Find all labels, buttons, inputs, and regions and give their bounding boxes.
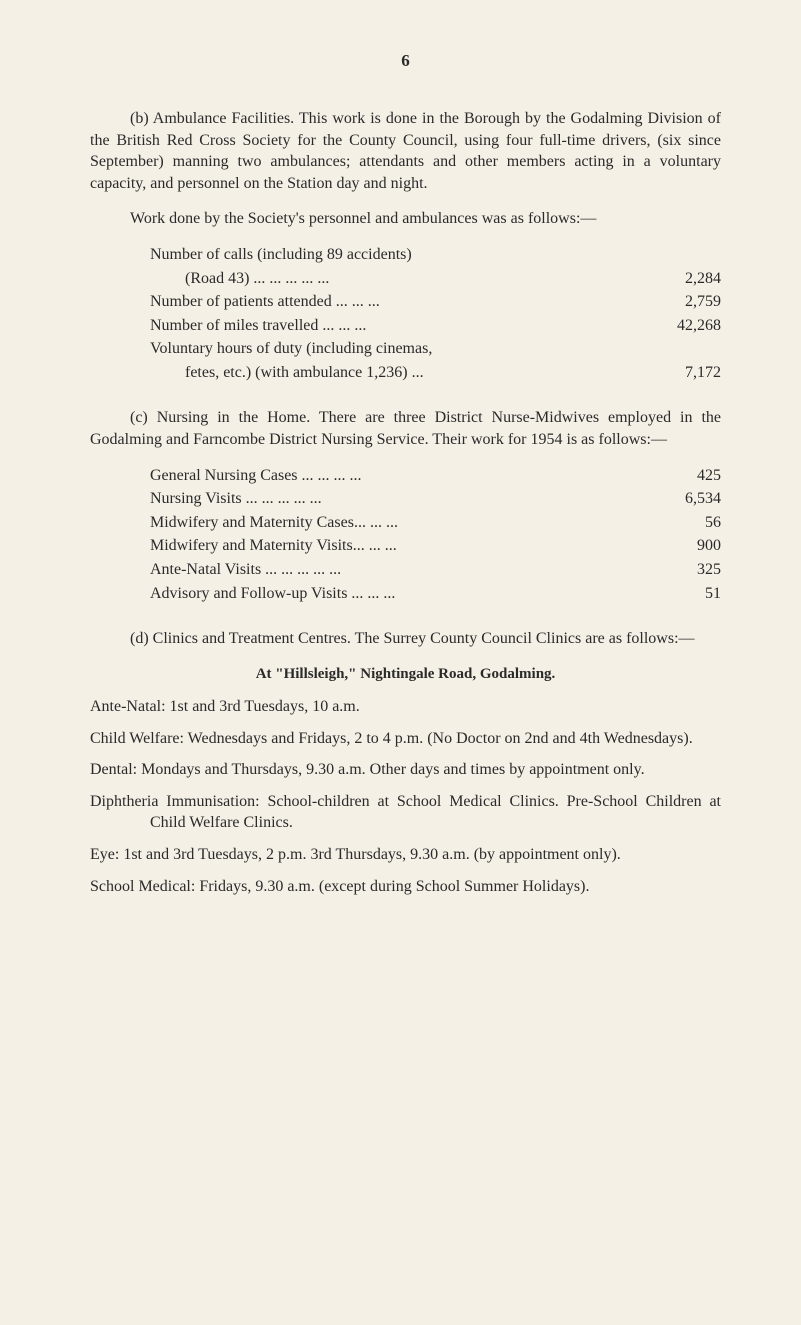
data-label: Number of patients attended ... ... ... [150, 291, 641, 313]
clinic-item: Ante-Natal: 1st and 3rd Tuesdays, 10 a.m… [90, 696, 721, 718]
data-value: 7,172 [651, 362, 721, 384]
clinic-item: Eye: 1st and 3rd Tuesdays, 2 p.m. 3rd Th… [90, 844, 721, 866]
section-d-para1: (d) Clinics and Treatment Centres. The S… [90, 628, 721, 650]
data-value [651, 244, 721, 266]
data-value: 42,268 [651, 315, 721, 337]
data-row: Number of miles travelled ... ... ... 42,… [90, 315, 721, 337]
section-c-para1: (c) Nursing in the Home. There are three… [90, 407, 721, 450]
data-row: fetes, etc.) (with ambulance 1,236) ... 7… [90, 362, 721, 384]
data-label: Voluntary hours of duty (including cinem… [150, 338, 641, 360]
data-value: 51 [651, 583, 721, 605]
clinic-item: Child Welfare: Wednesdays and Fridays, 2… [90, 728, 721, 750]
section-b-data: Number of calls (including 89 accidents)… [90, 244, 721, 384]
data-value: 2,284 [651, 268, 721, 290]
data-row: Advisory and Follow-up Visits ... ... ..… [90, 583, 721, 605]
data-row: General Nursing Cases ... ... ... ... 425 [90, 465, 721, 487]
section-d-items: Ante-Natal: 1st and 3rd Tuesdays, 10 a.m… [90, 696, 721, 897]
data-label: Number of miles travelled ... ... ... [150, 315, 641, 337]
data-label: Midwifery and Maternity Cases... ... ... [150, 512, 641, 534]
section-d-heading: At "Hillsleigh," Nightingale Road, Godal… [90, 664, 721, 684]
data-row: Midwifery and Maternity Visits... ... ..… [90, 535, 721, 557]
clinic-item: Dental: Mondays and Thursdays, 9.30 a.m.… [90, 759, 721, 781]
data-row: Number of calls (including 89 accidents) [90, 244, 721, 266]
clinic-item: School Medical: Fridays, 9.30 a.m. (exce… [90, 876, 721, 898]
data-row: Midwifery and Maternity Cases... ... ...… [90, 512, 721, 534]
data-label: Nursing Visits ... ... ... ... ... [150, 488, 641, 510]
data-label: fetes, etc.) (with ambulance 1,236) ... [185, 362, 641, 384]
data-row: (Road 43) ... ... ... ... ... 2,284 [90, 268, 721, 290]
section-b-para2: Work done by the Society's personnel and… [90, 208, 721, 230]
document-page: 6 (b) Ambulance Facilities. This work is… [0, 0, 801, 947]
data-value: 56 [651, 512, 721, 534]
data-row: Number of patients attended ... ... ... 2… [90, 291, 721, 313]
clinic-item: Diphtheria Immunisation: School-children… [90, 791, 721, 834]
data-label: Number of calls (including 89 accidents) [150, 244, 641, 266]
data-label: General Nursing Cases ... ... ... ... [150, 465, 641, 487]
data-value: 425 [651, 465, 721, 487]
data-row: Voluntary hours of duty (including cinem… [90, 338, 721, 360]
data-value: 900 [651, 535, 721, 557]
data-row: Ante-Natal Visits ... ... ... ... ... 325 [90, 559, 721, 581]
data-label: Ante-Natal Visits ... ... ... ... ... [150, 559, 641, 581]
section-b-para1: (b) Ambulance Facilities. This work is d… [90, 108, 721, 194]
section-c-data: General Nursing Cases ... ... ... ... 425… [90, 465, 721, 605]
data-row: Nursing Visits ... ... ... ... ... 6,534 [90, 488, 721, 510]
data-label: (Road 43) ... ... ... ... ... [185, 268, 641, 290]
data-value: 325 [651, 559, 721, 581]
data-value: 2,759 [651, 291, 721, 313]
data-label: Advisory and Follow-up Visits ... ... ..… [150, 583, 641, 605]
page-number: 6 [90, 50, 721, 73]
data-value [651, 338, 721, 360]
data-label: Midwifery and Maternity Visits... ... ..… [150, 535, 641, 557]
data-value: 6,534 [651, 488, 721, 510]
